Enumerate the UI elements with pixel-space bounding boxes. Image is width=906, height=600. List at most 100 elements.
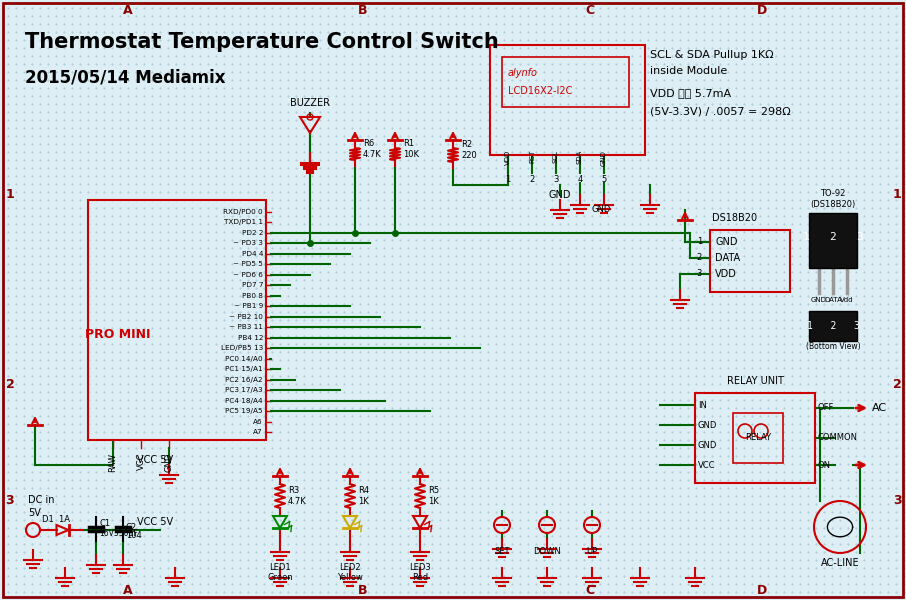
Text: C2: C2 [126, 523, 137, 532]
Text: Thermostat Temperature Control Switch: Thermostat Temperature Control Switch [25, 32, 498, 52]
Text: PB0 8: PB0 8 [242, 293, 263, 299]
Text: B: B [358, 4, 368, 17]
Text: IN: IN [698, 401, 707, 409]
Text: AC-LINE: AC-LINE [821, 558, 859, 568]
Text: 2: 2 [697, 253, 702, 263]
Text: VCC 5V: VCC 5V [137, 455, 173, 465]
Text: PD7 7: PD7 7 [242, 283, 263, 289]
Text: SDA: SDA [577, 150, 583, 164]
Text: inside Module: inside Module [650, 66, 728, 76]
Text: A: A [123, 584, 133, 598]
Text: DATA: DATA [824, 297, 842, 303]
Text: LED3
Red: LED3 Red [410, 563, 431, 583]
Text: PC4 18/A4: PC4 18/A4 [226, 398, 263, 404]
Text: C: C [585, 4, 594, 17]
Text: D: D [757, 584, 767, 598]
Text: RELAY UNIT: RELAY UNIT [727, 376, 784, 386]
Text: UP: UP [586, 547, 598, 556]
Text: R1
10K: R1 10K [403, 139, 419, 158]
Text: D: D [757, 4, 767, 17]
Text: SCL: SCL [553, 150, 559, 163]
Text: 1: 1 [5, 188, 14, 202]
Text: SCL & SDA Pullup 1KΩ: SCL & SDA Pullup 1KΩ [650, 50, 774, 60]
Text: GND: GND [811, 297, 827, 303]
Text: AC: AC [872, 403, 887, 413]
Text: GND: GND [698, 421, 718, 430]
Text: 1: 1 [697, 238, 702, 247]
Text: 5: 5 [602, 175, 607, 184]
Text: TO-92: TO-92 [820, 188, 845, 197]
Text: PC0 14/A0: PC0 14/A0 [226, 356, 263, 362]
Text: DATA: DATA [715, 253, 740, 263]
Text: D1  1A: D1 1A [42, 515, 70, 524]
Text: LED/PB5 13: LED/PB5 13 [221, 345, 263, 351]
Text: 5V: 5V [28, 508, 41, 518]
Text: PC1 15/A1: PC1 15/A1 [226, 366, 263, 372]
Text: PD2 2: PD2 2 [242, 230, 263, 236]
Text: LCD16X2-I2C: LCD16X2-I2C [508, 86, 573, 96]
Bar [490, 45, 645, 155]
Text: C: C [585, 584, 594, 598]
Text: 2: 2 [892, 379, 901, 391]
Text: 1   2   3: 1 2 3 [803, 232, 863, 242]
Text: VCC: VCC [137, 453, 146, 470]
Text: ~ PD6 6: ~ PD6 6 [233, 272, 263, 278]
Text: RXD/PD0 0: RXD/PD0 0 [224, 209, 263, 215]
Text: ~ PB2 10: ~ PB2 10 [229, 314, 263, 320]
Bar [710, 230, 790, 292]
Text: ~ PB1 9: ~ PB1 9 [234, 303, 263, 309]
Text: GND: GND [698, 440, 718, 449]
Text: RELAY: RELAY [745, 433, 771, 443]
Text: 1   2   3: 1 2 3 [806, 321, 860, 331]
Text: RST: RST [529, 150, 535, 163]
Text: 1: 1 [892, 188, 901, 202]
Text: B: B [358, 584, 368, 598]
Text: BUZZER: BUZZER [290, 98, 330, 108]
Text: PRO MINI: PRO MINI [85, 329, 150, 341]
Text: COMMON: COMMON [818, 433, 858, 443]
Text: VCC: VCC [698, 461, 716, 469]
Text: GND: GND [715, 237, 737, 247]
Text: ~ PD3 3: ~ PD3 3 [233, 241, 263, 247]
Text: C1: C1 [99, 520, 111, 529]
Bar [809, 213, 857, 268]
Text: PC2 16/A2: PC2 16/A2 [226, 377, 263, 383]
Text: SET: SET [495, 547, 510, 556]
Text: alynfo: alynfo [508, 68, 538, 78]
Text: VDD: VDD [505, 150, 511, 165]
Text: LED2
Yellow: LED2 Yellow [337, 563, 363, 583]
Text: PD4 4: PD4 4 [242, 251, 263, 257]
Text: PC3 17/A3: PC3 17/A3 [226, 387, 263, 393]
Text: 2: 2 [5, 379, 14, 391]
Text: DC in: DC in [28, 495, 54, 505]
Text: R6
4.7K: R6 4.7K [363, 139, 381, 158]
Bar [733, 413, 783, 463]
Text: (DS18B20): (DS18B20) [810, 199, 855, 208]
Text: GND: GND [165, 453, 174, 472]
Bar [88, 200, 266, 440]
Text: 2: 2 [529, 175, 535, 184]
Text: ~ PB3 11: ~ PB3 11 [229, 324, 263, 330]
Text: 3: 3 [697, 269, 702, 278]
Text: (5V-3.3V) / .0057 = 298Ω: (5V-3.3V) / .0057 = 298Ω [650, 106, 791, 116]
Text: R3
4.7K: R3 4.7K [288, 486, 307, 506]
Text: 3: 3 [554, 175, 559, 184]
Text: R2
220: R2 220 [461, 140, 477, 160]
Text: ~ PD5 5: ~ PD5 5 [233, 262, 263, 268]
Text: OFF: OFF [818, 403, 834, 413]
Text: GND: GND [592, 205, 612, 214]
Text: VCC 5V: VCC 5V [137, 517, 173, 527]
Text: 3: 3 [892, 493, 901, 506]
Text: A7: A7 [254, 429, 263, 435]
Bar [502, 57, 629, 107]
Text: PC5 19/A5: PC5 19/A5 [226, 408, 263, 414]
Text: A: A [123, 4, 133, 17]
Bar [809, 311, 857, 341]
Text: 4: 4 [577, 175, 583, 184]
Text: R4
1K: R4 1K [358, 486, 369, 506]
Text: VDD 計測 5.7mA: VDD 計測 5.7mA [650, 88, 731, 98]
Text: (Bottom View): (Bottom View) [805, 343, 861, 352]
Text: 1: 1 [506, 175, 511, 184]
Text: A6: A6 [254, 419, 263, 425]
Text: 104: 104 [126, 532, 141, 541]
